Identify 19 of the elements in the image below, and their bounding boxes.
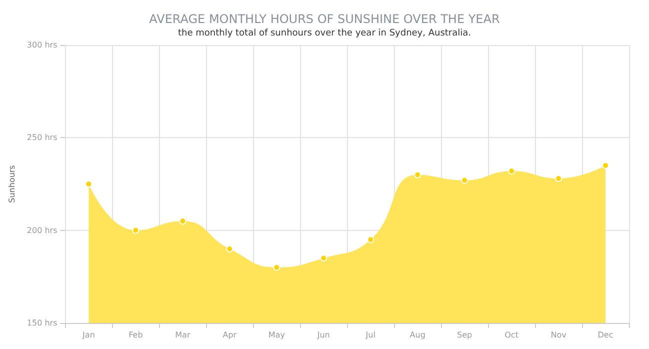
- y-tick-label: 300 hrs: [26, 40, 58, 50]
- x-tick-label: Aug: [410, 330, 426, 340]
- x-tick-label: Jul: [364, 330, 376, 340]
- x-tick-label: Jun: [316, 330, 330, 340]
- chart-subtitle: the monthly total of sunhours over the year in Sydney, Australia.: [178, 28, 472, 38]
- x-tick-label: May: [268, 330, 286, 340]
- x-tick-label: Mar: [175, 330, 191, 340]
- chart-title: AVERAGE MONTHLY HOURS OF SUNSHINE OVER THE YEAR: [149, 12, 500, 26]
- x-tick-label: Oct: [504, 330, 518, 340]
- x-tick-label: Apr: [222, 330, 238, 340]
- y-axis-title: Sunhours: [8, 165, 16, 203]
- y-tick-label: 150 hrs: [26, 318, 58, 328]
- y-tick-label: 200 hrs: [26, 226, 58, 235]
- x-tick-label: Feb: [128, 330, 143, 340]
- x-tick-label: Nov: [550, 330, 567, 340]
- x-tick-label: Sep: [457, 330, 472, 340]
- x-tick-label: Dec: [598, 330, 614, 340]
- y-tick-label: 250 hrs: [26, 133, 58, 142]
- x-tick-label: Jan: [82, 330, 95, 340]
